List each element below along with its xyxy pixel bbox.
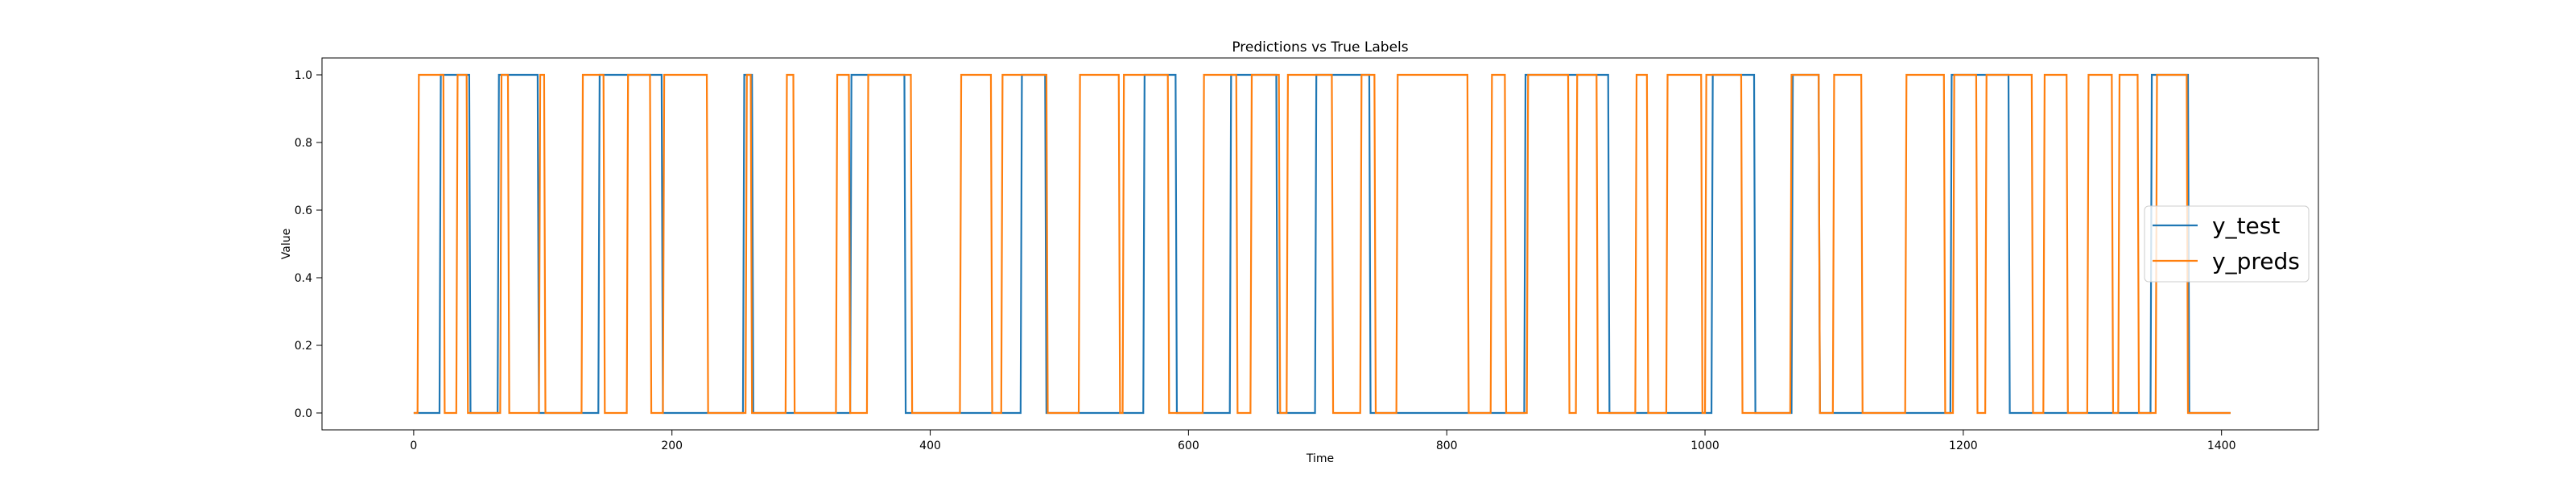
y-tick-label: 0.6 [295, 204, 312, 217]
x-tick-label: 1400 [2207, 440, 2236, 452]
y-tick-label: 0.8 [295, 137, 312, 150]
y-axis: 0.0 0.2 0.4 0.6 0.8 1.0 [295, 69, 322, 420]
x-tick-label: 1200 [1949, 440, 1978, 452]
y-axis-label: Value [280, 229, 293, 259]
x-axis: 0 200 400 600 800 1000 1200 1400 [410, 430, 2236, 452]
series-layer [413, 73, 2231, 415]
legend-label-y-preds: y_preds [2212, 248, 2300, 275]
x-tick-label: 1000 [1690, 440, 1719, 452]
series-line-y-preds [413, 73, 2231, 415]
y-tick-label: 0.4 [295, 272, 312, 285]
plot-area-frame [321, 57, 2319, 431]
legend: y_test y_preds [2144, 205, 2310, 283]
y-tick-label: 0.0 [295, 407, 312, 420]
x-tick-label: 200 [661, 440, 683, 452]
y-tick-label: 0.2 [295, 340, 312, 353]
x-tick-label: 800 [1436, 440, 1458, 452]
legend-label-y-test: y_test [2212, 213, 2280, 239]
x-tick-label: 400 [919, 440, 941, 452]
chart-title: Predictions vs True Labels [1232, 39, 1408, 56]
x-tick-label: 600 [1178, 440, 1199, 452]
x-axis-label: Time [1306, 452, 1334, 465]
x-tick-label: 0 [410, 440, 417, 452]
y-tick-label: 1.0 [295, 69, 312, 82]
